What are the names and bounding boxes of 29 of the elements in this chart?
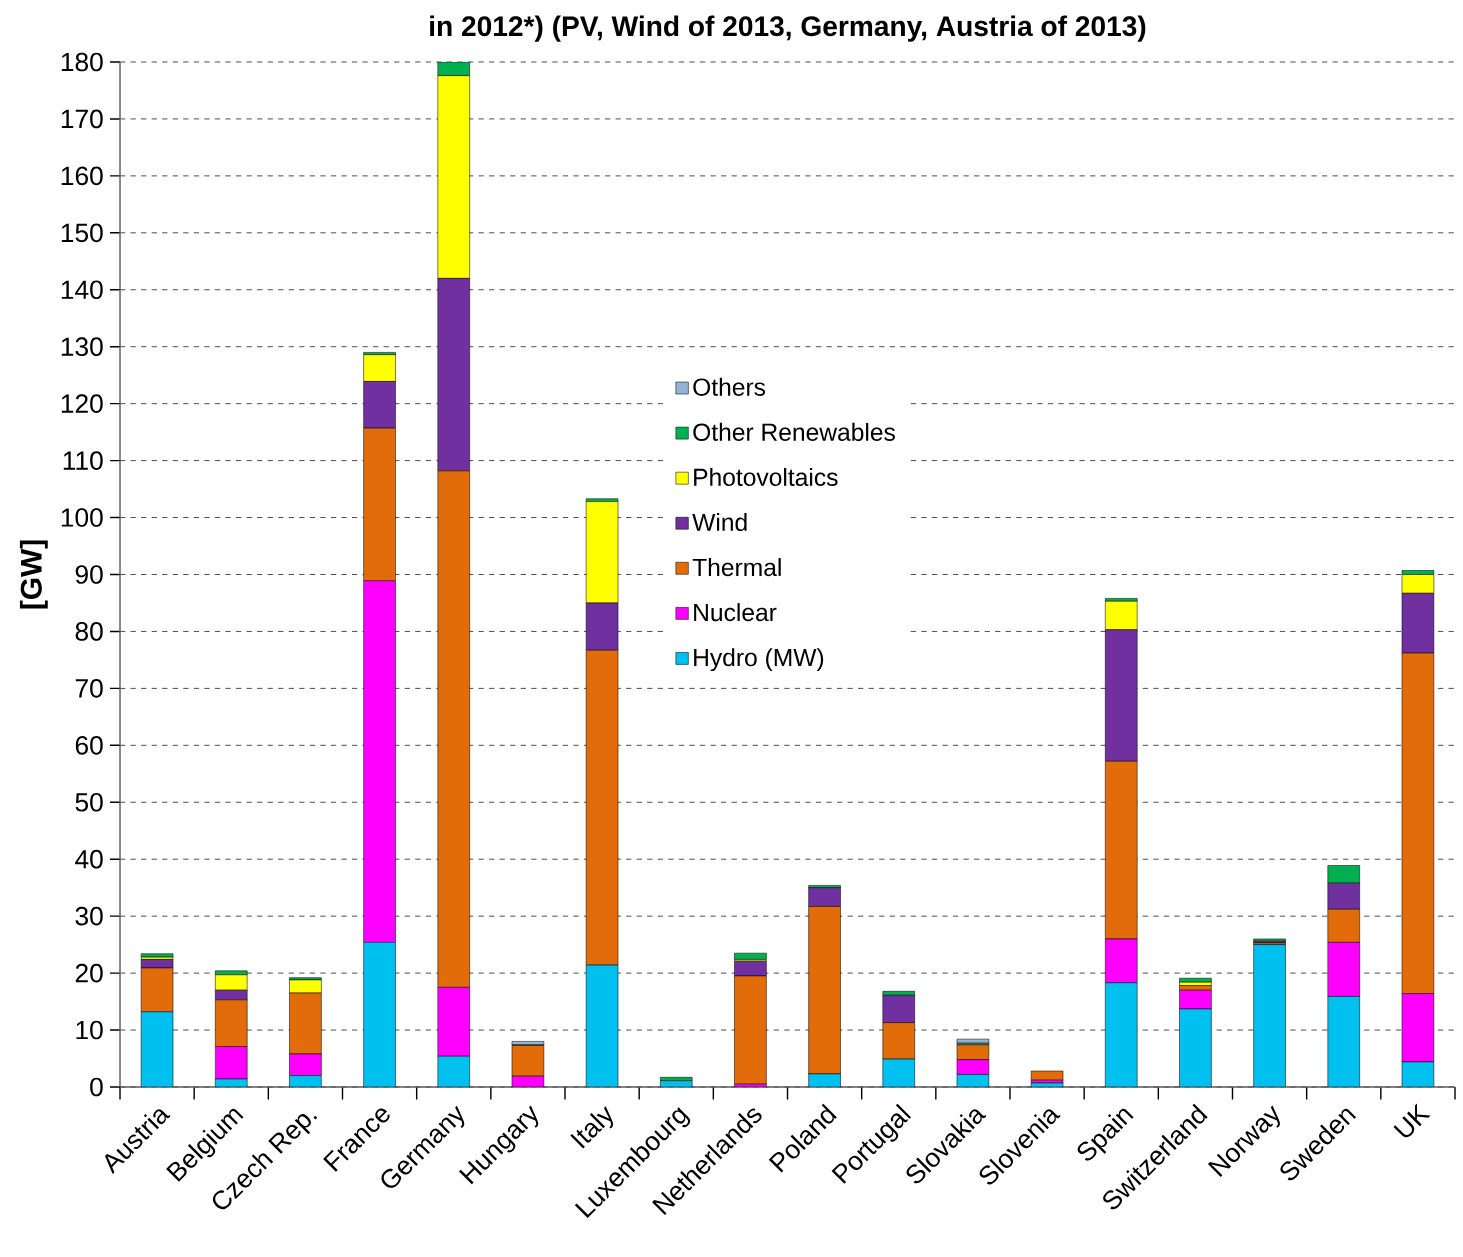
- legend-label: Hydro (MW): [694, 648, 824, 672]
- legend-label: Thermal: [692, 558, 781, 577]
- y-tick-label: 150: [61, 223, 103, 243]
- y-tick-label: 10: [76, 1020, 103, 1040]
- y-tick-label: 70: [75, 679, 103, 698]
- y-tick-label: 100: [61, 508, 103, 527]
- chart-title: in 2012*) (PV, Wind of 2013, Germany, Austria of 2013): [430, 15, 1146, 42]
- x-tick-label: UK: [1393, 1103, 1431, 1138]
- y-tick-label: 120: [61, 394, 103, 413]
- y-tick-label: 60: [75, 735, 103, 755]
- legend-label: Others: [693, 377, 766, 396]
- legend-label: Other Renewables: [693, 422, 895, 441]
- legend-label: Nuclear: [694, 603, 777, 622]
- y-tick-label: 50: [75, 792, 103, 812]
- y-tick-label: 30: [75, 906, 103, 926]
- y-tick-label: 90: [75, 565, 103, 584]
- y-tick-label: 130: [61, 337, 103, 357]
- y-tick-label: 180: [61, 52, 103, 72]
- y-tick-label: 110: [63, 451, 103, 470]
- legend-label: Wind: [692, 513, 747, 532]
- y-tick-label: 20: [75, 963, 103, 983]
- y-tick-label: 160: [61, 166, 103, 186]
- y-tick-label: 140: [61, 280, 103, 300]
- y-tick-label: 80: [75, 622, 103, 641]
- y-tick-label: 0: [90, 1077, 103, 1097]
- y-tick-label: 170: [61, 109, 103, 129]
- y-tick-label: 40: [75, 849, 103, 869]
- y-axis-title: [GW]: [19, 540, 48, 609]
- legend-label: Photovoltaics: [694, 467, 838, 487]
